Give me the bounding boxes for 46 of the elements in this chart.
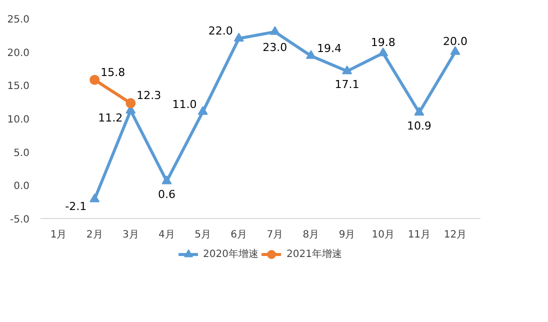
data-label: 15.8 xyxy=(100,66,126,79)
point xyxy=(198,106,208,115)
y-tick-label: 25.0 xyxy=(7,14,30,26)
y-tick-label: 10.0 xyxy=(7,114,30,126)
point xyxy=(90,74,100,85)
point xyxy=(234,32,244,42)
legend-label: 2020年增速 xyxy=(203,248,258,261)
y-tick-label: -5.0 xyxy=(10,214,30,226)
x-tick-label: 2月 xyxy=(86,230,103,240)
y-tick-label: 0.0 xyxy=(14,181,30,192)
data-label: 11.2 xyxy=(98,112,123,124)
y-tick-label: 20.0 xyxy=(7,48,30,59)
point xyxy=(162,175,172,184)
x-tick-label: 8月 xyxy=(302,230,320,240)
x-tick-label: 4月 xyxy=(158,230,175,240)
data-label: 17.1 xyxy=(334,78,360,92)
data-label: 23.0 xyxy=(262,40,288,54)
data-label: 0.6 xyxy=(158,188,176,202)
x-tick-label: 5月 xyxy=(194,230,211,240)
point xyxy=(270,26,280,35)
data-label: 12.3 xyxy=(136,89,162,102)
x-tick-label: 9月 xyxy=(338,230,356,240)
x-tick-label: 3月 xyxy=(122,230,139,240)
data-label: 11.0 xyxy=(172,98,197,111)
point xyxy=(306,50,316,59)
point xyxy=(90,193,100,202)
x-tick-label: 1月 xyxy=(50,230,67,240)
x-tick-label: 10月 xyxy=(372,230,394,240)
data-label: 22.0 xyxy=(208,24,233,38)
legend-label: 2021年增速 xyxy=(286,248,342,261)
point xyxy=(450,46,460,55)
data-label: -2.1 xyxy=(65,200,87,214)
x-tick-label: 6月 xyxy=(230,230,248,240)
data-label: 19.8 xyxy=(370,36,396,50)
x-tick-label: 11月 xyxy=(408,230,431,240)
point xyxy=(378,47,388,56)
y-tick-label: 15.0 xyxy=(7,81,30,92)
point xyxy=(126,98,136,108)
x-tick-label: 7月 xyxy=(266,230,284,240)
x-tick-label: 12月 xyxy=(444,230,467,240)
y-tick-label: 5.0 xyxy=(14,148,30,159)
data-label: 10.9 xyxy=(406,120,432,132)
point xyxy=(414,106,424,116)
point xyxy=(342,65,352,74)
data-label: 19.4 xyxy=(316,42,342,55)
data-label: 20.0 xyxy=(443,34,468,48)
